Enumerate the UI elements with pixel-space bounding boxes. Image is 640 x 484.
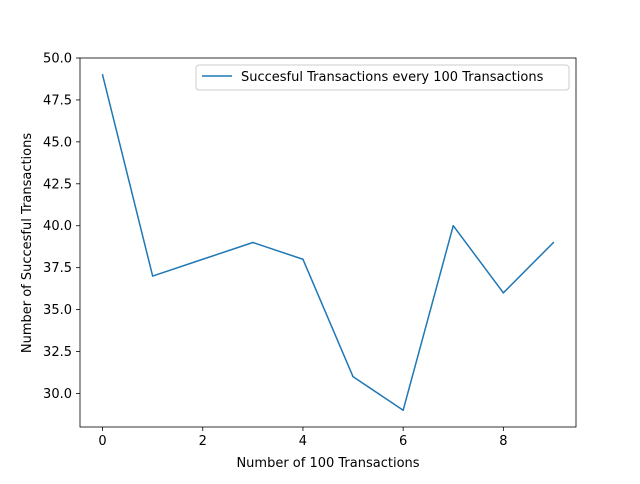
y-tick-label: 32.5 [43, 345, 72, 360]
plot-area [79, 57, 577, 428]
series-line [101, 74, 554, 411]
data-point [252, 241, 254, 244]
y-tick-label: 50.0 [43, 52, 72, 67]
x-tick-label: 8 [499, 434, 507, 449]
y-axis: 30.0 32.5 35.0 37.5 40.0 42.5 45.0 47.5 50.0 [43, 52, 80, 402]
series-layer [101, 74, 555, 411]
y-tick-label: 30.0 [43, 387, 72, 402]
x-tick-label: 4 [299, 434, 307, 449]
legend-box [195, 64, 570, 91]
plot-frame [79, 57, 577, 428]
x-tick-label: 6 [399, 434, 407, 449]
y-tick-label: 42.5 [43, 177, 72, 192]
x-axis: 0 2 4 6 8 [98, 427, 507, 449]
data-point [151, 275, 154, 277]
data-point [101, 74, 104, 76]
y-tick-label: 45.0 [43, 135, 72, 150]
y-axis-label: Number of Succesful Transactions [20, 133, 35, 354]
y-tick-label: 40.0 [43, 219, 72, 234]
data-point [302, 258, 304, 261]
x-tick-label: 0 [98, 434, 106, 449]
data-point [352, 375, 354, 378]
y-tick-label: 37.5 [43, 261, 72, 276]
legend: Succesful Transactions every 100 Transac… [195, 64, 570, 91]
data-point [201, 258, 204, 261]
x-axis-label: Number of 100 Transactions [236, 456, 419, 471]
data-point [502, 292, 505, 294]
y-tick-label: 47.5 [43, 93, 72, 108]
data-point [452, 224, 455, 227]
y-tick-label: 35.0 [43, 303, 72, 318]
data-point [552, 241, 555, 244]
data-point [402, 409, 404, 411]
x-tick-label: 2 [199, 434, 207, 449]
legend-label: Succesful Transactions every 100 Transac… [241, 70, 544, 85]
